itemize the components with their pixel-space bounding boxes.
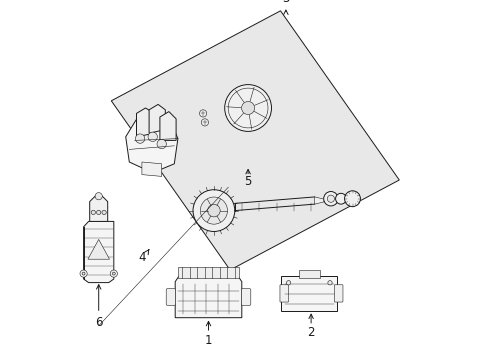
Circle shape — [201, 119, 208, 126]
Circle shape — [95, 193, 102, 200]
Polygon shape — [89, 196, 107, 221]
Polygon shape — [83, 221, 114, 283]
Polygon shape — [281, 276, 337, 310]
Circle shape — [241, 102, 254, 114]
Circle shape — [91, 210, 95, 215]
FancyBboxPatch shape — [334, 285, 342, 302]
Circle shape — [207, 204, 220, 217]
Circle shape — [193, 190, 234, 231]
Circle shape — [199, 110, 206, 117]
Text: 4: 4 — [138, 251, 145, 264]
Circle shape — [110, 270, 117, 277]
Circle shape — [344, 191, 360, 207]
Polygon shape — [149, 104, 165, 133]
Circle shape — [200, 197, 227, 224]
Polygon shape — [125, 113, 178, 173]
Polygon shape — [136, 108, 154, 137]
Circle shape — [323, 192, 337, 206]
Polygon shape — [160, 112, 176, 140]
Circle shape — [335, 193, 346, 204]
Polygon shape — [314, 197, 323, 204]
FancyBboxPatch shape — [241, 289, 250, 305]
Polygon shape — [175, 276, 241, 318]
Circle shape — [135, 134, 144, 143]
Polygon shape — [88, 239, 109, 259]
Text: 3: 3 — [282, 0, 289, 5]
Circle shape — [326, 195, 334, 202]
Circle shape — [80, 270, 87, 277]
Text: 2: 2 — [307, 327, 314, 339]
Polygon shape — [142, 162, 162, 176]
Text: 1: 1 — [204, 334, 212, 347]
FancyBboxPatch shape — [178, 267, 239, 278]
Circle shape — [96, 210, 101, 215]
Circle shape — [157, 139, 166, 149]
Circle shape — [102, 210, 106, 215]
Circle shape — [82, 272, 85, 275]
Polygon shape — [111, 11, 399, 270]
Circle shape — [224, 85, 271, 131]
Circle shape — [112, 272, 115, 275]
Circle shape — [327, 281, 331, 285]
FancyBboxPatch shape — [298, 270, 320, 278]
FancyBboxPatch shape — [280, 285, 288, 302]
Text: 5: 5 — [244, 175, 251, 188]
Circle shape — [148, 132, 157, 141]
FancyBboxPatch shape — [166, 289, 175, 305]
Text: 6: 6 — [95, 316, 102, 329]
Circle shape — [286, 281, 290, 285]
